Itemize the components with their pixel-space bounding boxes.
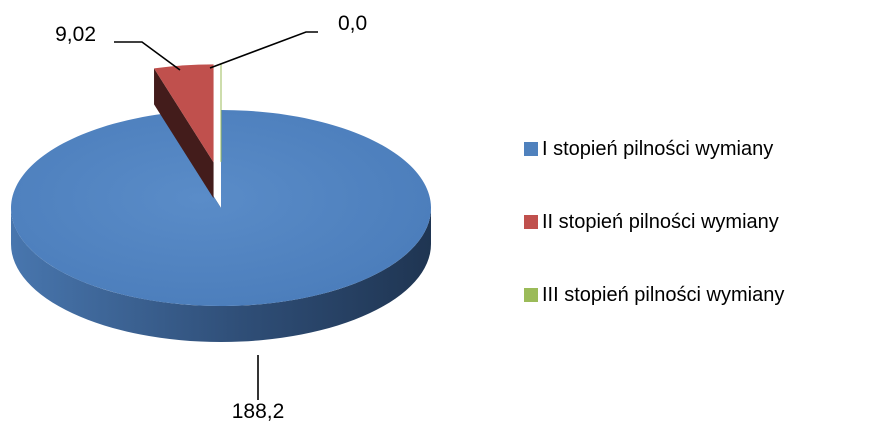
data-label-1: 188,2	[232, 400, 285, 423]
legend-label-2: II stopień pilności wymiany	[542, 210, 779, 233]
legend-item-3: III stopień pilności wymiany	[524, 284, 864, 306]
legend-label-3: III stopień pilności wymiany	[542, 283, 785, 306]
leader-line-2	[114, 41, 181, 71]
legend-swatch-1	[524, 142, 538, 156]
pie-slice-1	[11, 110, 432, 342]
leader-line-3	[209, 31, 318, 69]
chart-legend: I stopień pilności wymiany II stopień pi…	[524, 138, 864, 357]
data-label-2: 9,02	[55, 23, 96, 46]
legend-item-1: I stopień pilności wymiany	[524, 138, 864, 160]
legend-item-2: II stopień pilności wymiany	[524, 211, 864, 233]
data-label-3: 0,0	[338, 12, 367, 35]
pie-slice-2	[154, 64, 214, 199]
legend-swatch-3	[524, 288, 538, 302]
legend-label-1: I stopień pilności wymiany	[542, 137, 774, 160]
legend-swatch-2	[524, 215, 538, 229]
